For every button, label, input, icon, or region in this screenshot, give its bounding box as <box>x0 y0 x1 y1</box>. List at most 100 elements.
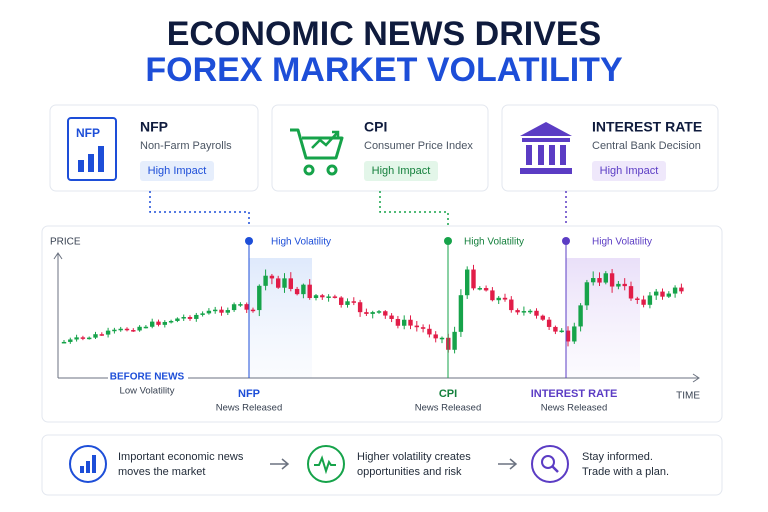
candle <box>187 315 193 321</box>
candle <box>124 327 130 332</box>
candle <box>68 337 73 344</box>
candle <box>206 308 212 315</box>
candle <box>99 332 104 336</box>
chart-panel <box>41 225 723 423</box>
candle <box>597 272 602 286</box>
card-subtitle: Central Bank Decision <box>592 140 701 152</box>
candle <box>376 309 382 314</box>
footer-arrow <box>498 458 518 470</box>
candle <box>156 319 161 327</box>
candle <box>276 275 281 289</box>
candle <box>647 292 653 309</box>
candle <box>622 278 627 291</box>
footer-item: Important economic news moves the market <box>69 445 244 483</box>
candle <box>313 293 319 301</box>
candle <box>320 293 325 300</box>
card-badge: High Impact <box>600 165 659 177</box>
candle <box>105 327 111 338</box>
candle <box>559 328 564 333</box>
candle <box>509 296 514 313</box>
candle <box>591 271 596 286</box>
candle <box>672 285 678 298</box>
candle <box>458 289 464 337</box>
footer-text: opportunities and risk <box>357 466 462 478</box>
event-sub: News Released <box>216 403 283 414</box>
card-title: NFP <box>140 119 168 135</box>
candle <box>61 339 67 344</box>
candle <box>635 296 640 304</box>
title-line2: FOREX MARKET VOLATILITY <box>145 51 623 89</box>
candle <box>93 331 98 339</box>
event-volatility: High Volatility <box>464 237 524 248</box>
candle <box>616 280 621 290</box>
candles <box>61 264 684 354</box>
candle <box>257 284 262 317</box>
candle <box>389 313 394 323</box>
candle <box>414 320 419 332</box>
candle <box>194 312 199 322</box>
candle <box>219 306 224 316</box>
footer-arrow <box>270 458 290 470</box>
candle <box>420 324 426 333</box>
candle <box>427 324 432 338</box>
candle <box>666 291 671 298</box>
candle <box>528 309 533 314</box>
candle <box>660 288 665 300</box>
event-volatility: High Volatility <box>271 237 331 248</box>
candle <box>288 272 293 292</box>
candle <box>408 315 413 330</box>
candle <box>370 310 375 319</box>
candle <box>294 286 300 296</box>
candle <box>628 281 634 301</box>
card-icon-text: NFP <box>76 126 100 140</box>
candle <box>502 293 508 302</box>
candle <box>181 314 186 321</box>
card-title: INTEREST RATE <box>592 119 702 135</box>
candle <box>433 331 438 343</box>
candle <box>572 322 577 344</box>
footer-text: Stay informed. <box>582 451 653 463</box>
y-axis-label: PRICE <box>50 237 81 248</box>
candle <box>137 325 142 332</box>
footer-item: Higher volatility creates opportunities … <box>307 445 471 483</box>
candle <box>213 306 218 314</box>
candle <box>439 336 445 344</box>
card: INTEREST RATE Central Bank Decision High… <box>501 104 719 192</box>
candle <box>74 334 79 342</box>
candle <box>395 315 401 329</box>
candle <box>452 326 457 354</box>
candle <box>200 311 205 317</box>
candle <box>477 286 482 291</box>
candle <box>332 294 338 299</box>
candle <box>168 319 174 324</box>
candle <box>238 302 243 307</box>
candle <box>578 303 583 332</box>
event-dot <box>245 237 253 245</box>
card-subtitle: Consumer Price Index <box>364 140 473 152</box>
candle <box>553 325 558 335</box>
candle <box>244 302 249 313</box>
card-badge: High Impact <box>148 165 207 177</box>
event-label: INTEREST RATE <box>531 388 618 400</box>
footer-text: moves the market <box>118 466 205 478</box>
candle <box>87 336 92 340</box>
card: NFP NFP Non-Farm Payrolls High Impact <box>49 104 259 192</box>
candle <box>269 273 275 285</box>
candle <box>357 299 363 317</box>
candle <box>546 317 552 330</box>
footer-text: Higher volatility creates <box>357 451 471 463</box>
candle <box>402 315 407 330</box>
candle <box>471 264 476 291</box>
event-volatility: High Volatility <box>592 237 652 248</box>
event-label: NFP <box>238 388 260 400</box>
candle <box>112 327 117 334</box>
title-line1: ECONOMIC NEWS DRIVES <box>167 15 601 53</box>
candle <box>565 326 571 347</box>
card-badge: High Impact <box>372 165 431 177</box>
card: CPI Consumer Price Index High Impact <box>271 104 489 192</box>
x-axis-label: TIME <box>676 391 700 402</box>
event-dot <box>562 237 570 245</box>
candle <box>118 326 123 332</box>
